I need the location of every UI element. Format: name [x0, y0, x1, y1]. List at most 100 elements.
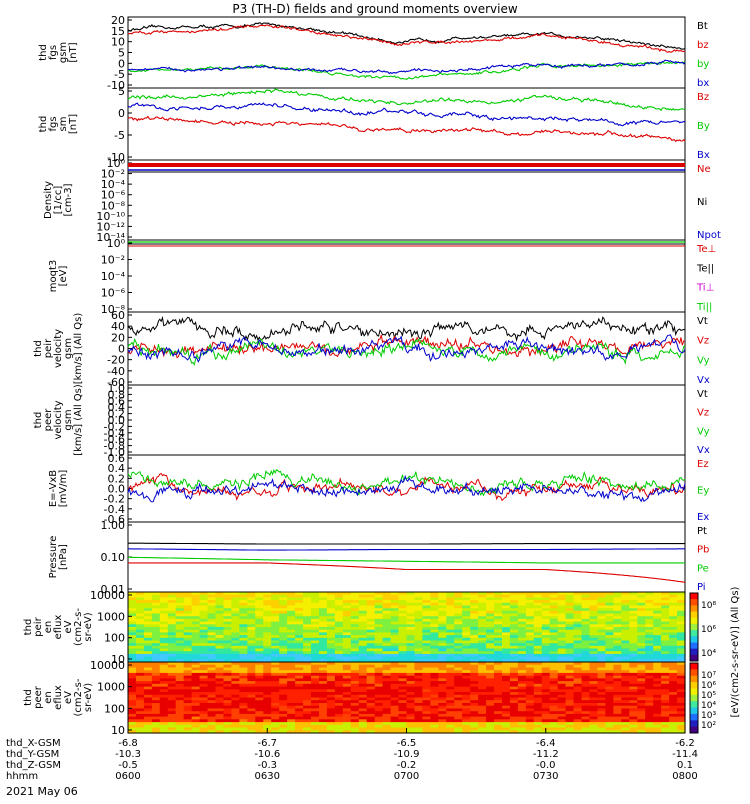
heatmap-cell — [637, 672, 646, 677]
heatmap-cell — [613, 656, 622, 660]
heatmap-cell — [319, 672, 328, 677]
heatmap-cell — [573, 621, 583, 625]
heatmap-cell — [677, 727, 686, 731]
heatmap-cell — [557, 643, 567, 647]
heatmap-cell — [581, 602, 591, 607]
heatmap-cell — [454, 651, 463, 655]
heatmap-cell — [287, 664, 296, 668]
heatmap-cell — [215, 643, 225, 647]
heatmap-cell — [382, 610, 392, 615]
heatmap-cell — [589, 722, 599, 726]
heatmap-cell — [589, 683, 599, 688]
heatmap-cell — [175, 705, 185, 709]
heatmap-cell — [502, 722, 511, 726]
heatmap-cell — [183, 659, 193, 663]
heatmap-cell — [159, 618, 169, 623]
heatmap-cell — [525, 651, 535, 655]
heatmap-cell — [645, 643, 654, 647]
heatmap-cell — [175, 708, 185, 712]
heatmap-cell — [486, 632, 495, 636]
heatmap-cell — [191, 724, 201, 729]
heatmap-cell — [358, 686, 368, 690]
heatmap-cell — [605, 608, 614, 612]
heatmap-cell — [319, 632, 328, 636]
heatmap-cell — [255, 692, 264, 696]
heatmap-cell — [629, 692, 638, 696]
heatmap-cell — [263, 703, 272, 707]
ytick-label: -60 — [107, 376, 125, 389]
heatmap-cell — [653, 662, 662, 666]
heatmap-cell — [159, 705, 169, 709]
heatmap-cell — [136, 635, 145, 639]
heatmap-cell — [581, 683, 591, 688]
heatmap-cell — [342, 716, 352, 720]
heatmap-cell — [525, 624, 535, 628]
heatmap-cell — [517, 667, 527, 671]
heatmap-cell — [422, 686, 431, 690]
heatmap-cell — [653, 632, 662, 636]
heatmap-cell — [517, 635, 527, 639]
heatmap-cell — [255, 624, 264, 628]
heatmap-cell — [167, 637, 177, 642]
heatmap-cell — [565, 627, 575, 631]
heatmap-cell — [382, 627, 392, 631]
heatmap-cell — [271, 692, 280, 696]
heatmap-cell — [319, 594, 328, 598]
heatmap-cell — [231, 708, 240, 712]
heatmap-cell — [303, 705, 312, 709]
heatmap-cell — [183, 645, 193, 650]
legend-Pe: Pe — [697, 563, 709, 574]
heatmap-cell — [629, 613, 638, 617]
ytick-label: 0.6 — [108, 395, 126, 408]
heatmap-cell — [334, 683, 344, 688]
heatmap-cell — [446, 664, 455, 668]
heatmap-cell — [629, 678, 638, 682]
heatmap-cell — [677, 621, 686, 625]
heatmap-cell — [470, 716, 479, 720]
heatmap-cell — [382, 600, 392, 604]
heatmap-cell — [494, 719, 503, 723]
heatmap-cell — [613, 703, 622, 707]
heatmap-cell — [605, 724, 614, 729]
heatmap-cell — [637, 605, 646, 609]
heatmap-cell — [645, 689, 654, 693]
heatmap-cell — [319, 683, 328, 688]
heatmap-cell — [374, 694, 384, 699]
heatmap-cell — [597, 713, 607, 718]
heatmap-cell — [669, 632, 678, 636]
heatmap-cell — [494, 635, 503, 639]
heatmap-cell — [303, 730, 312, 734]
heatmap-cell — [358, 592, 368, 596]
heatmap-cell — [629, 653, 638, 658]
heatmap-cell — [637, 621, 646, 625]
heatmap-cell — [215, 616, 225, 620]
heatmap-cell — [303, 624, 312, 628]
heatmap-cell — [271, 610, 280, 615]
heatmap-cell — [303, 640, 312, 644]
heatmap-cell — [374, 605, 384, 609]
heatmap-cell — [454, 643, 463, 647]
heatmap-cell — [478, 713, 487, 718]
heatmap-cell — [398, 689, 408, 693]
heatmap-cell — [549, 592, 559, 596]
heatmap-cell — [502, 651, 511, 655]
heatmap-cell — [191, 635, 201, 639]
heatmap-cell — [366, 708, 376, 712]
heatmap-cell — [502, 672, 511, 677]
heatmap-cell — [454, 592, 463, 596]
heatmap-cell — [350, 645, 360, 650]
heatmap-cell — [199, 651, 209, 655]
heatmap-cell — [334, 627, 344, 631]
heatmap-cell — [326, 727, 336, 731]
heatmap-cell — [319, 664, 328, 668]
heatmap-cell — [653, 597, 662, 601]
heatmap-cell — [565, 600, 575, 604]
heatmap-cell — [414, 602, 424, 607]
heatmap-cell — [446, 716, 455, 720]
heatmap-cell — [374, 672, 384, 677]
heatmap-cell — [215, 667, 225, 671]
heatmap-cell — [366, 643, 376, 647]
heatmap-cell — [358, 697, 368, 701]
heatmap-cell — [422, 683, 431, 688]
heatmap-cell — [533, 727, 543, 731]
